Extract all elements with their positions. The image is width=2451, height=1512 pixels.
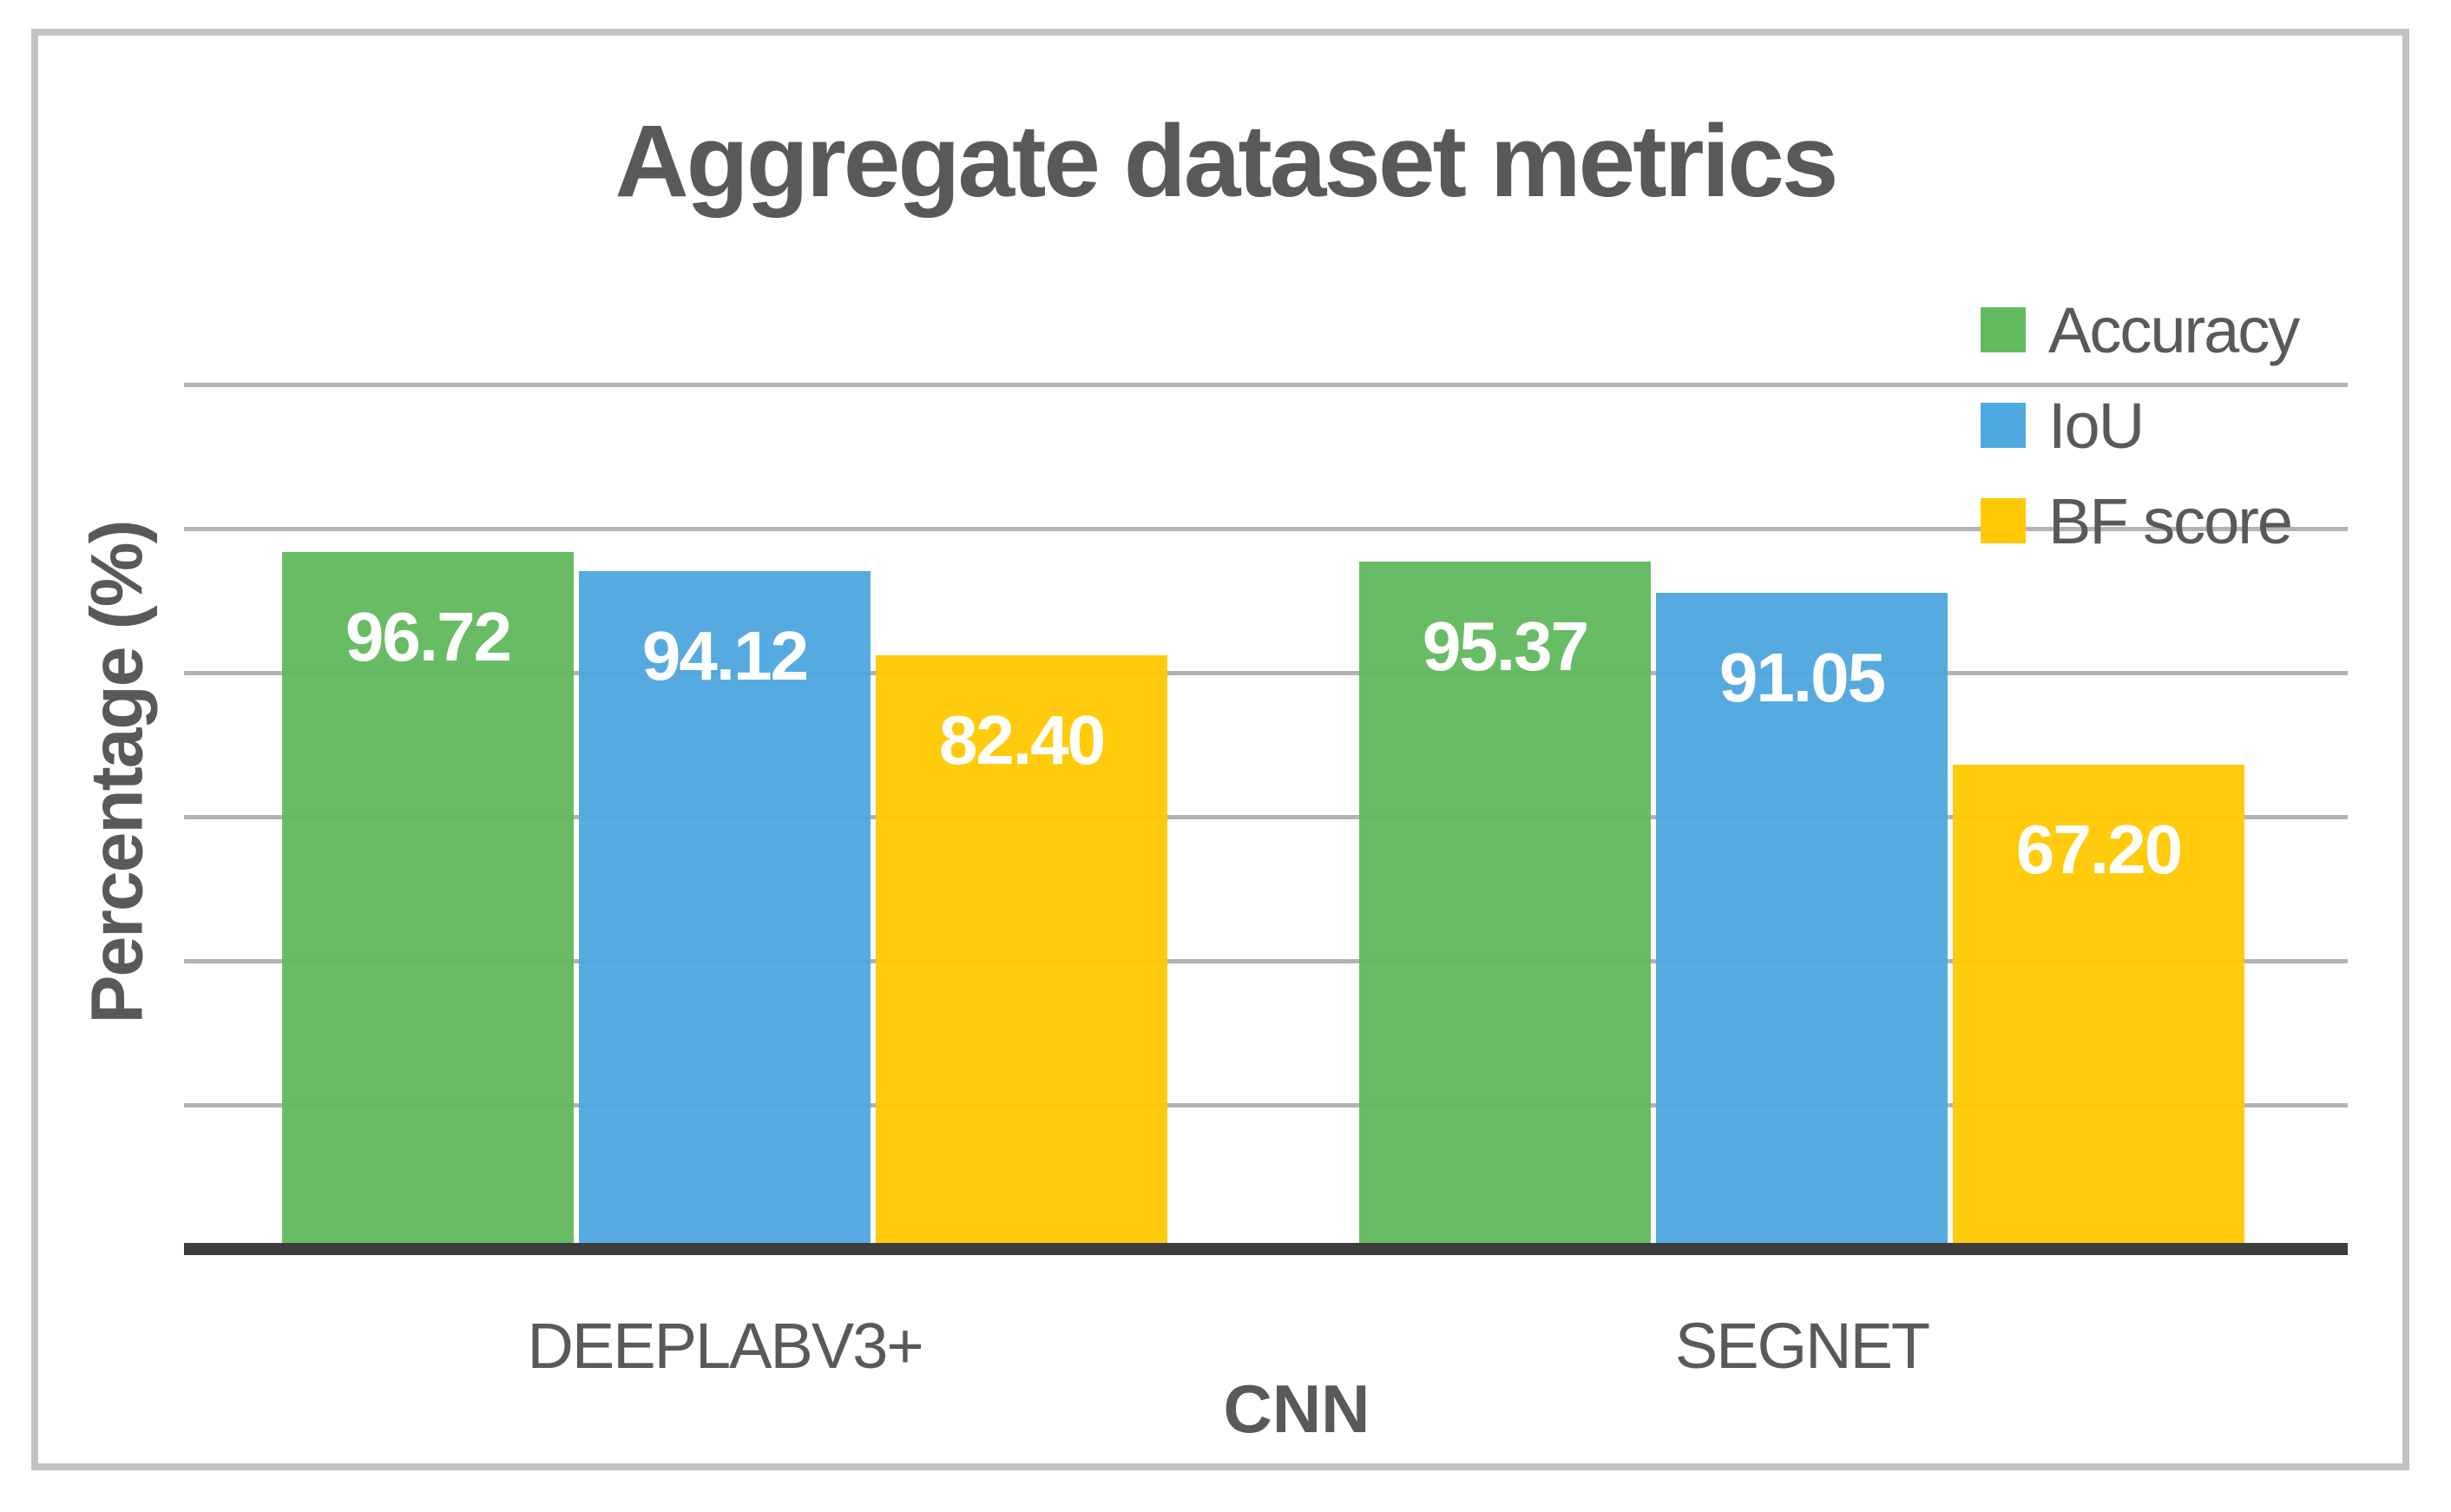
legend-swatch-accuracy (1981, 307, 2026, 352)
bar-deeplabv3-bf-score: 82.40 (876, 655, 1167, 1243)
legend-swatch-bf-score (1981, 498, 2026, 543)
chart-title: Aggregate dataset metrics (614, 104, 1838, 219)
legend: Accuracy IoU BF score (1981, 292, 2300, 578)
bar-deeplabv3-accuracy: 96.72 (282, 552, 574, 1243)
bar-value-label: 82.40 (938, 701, 1106, 779)
legend-label: Accuracy (2048, 293, 2300, 366)
x-category-label-deeplabv3: DEEPLABV3+ (527, 1310, 923, 1382)
bar-value-label: 67.20 (2015, 811, 2183, 888)
bar-deeplabv3-iou: 94.12 (579, 571, 871, 1243)
legend-item-accuracy: Accuracy (1981, 292, 2300, 368)
x-category-label-segnet: SEGNET (1674, 1310, 1930, 1382)
legend-label: BF score (2048, 484, 2293, 557)
x-axis-title: CNN (1223, 1371, 1370, 1447)
gridline-100 (184, 527, 2348, 531)
bar-segnet-accuracy: 95.37 (1359, 562, 1651, 1243)
bar-value-label: 91.05 (1718, 639, 1886, 716)
gridline-80 (184, 671, 2348, 675)
bar-value-label: 95.37 (1422, 608, 1589, 685)
bar-segnet-bf-score: 67.20 (1953, 765, 2244, 1243)
bar-segnet-iou: 91.05 (1656, 593, 1948, 1243)
legend-item-bf-score: BF score (1981, 483, 2298, 559)
gridline-20 (184, 1103, 2348, 1108)
chart-outer-border (31, 29, 2409, 1470)
legend-swatch-iou (1981, 403, 2026, 448)
legend-label: IoU (2048, 389, 2145, 462)
bar-value-label: 96.72 (345, 598, 512, 675)
gridline-60 (184, 815, 2348, 819)
bar-value-label: 94.12 (641, 617, 809, 694)
gridline-120 (184, 383, 2348, 387)
legend-item-iou: IoU (1981, 387, 2298, 463)
y-axis-title: Percentage (%) (76, 521, 158, 1024)
gridline-40 (184, 959, 2348, 963)
x-axis-line (184, 1243, 2348, 1255)
